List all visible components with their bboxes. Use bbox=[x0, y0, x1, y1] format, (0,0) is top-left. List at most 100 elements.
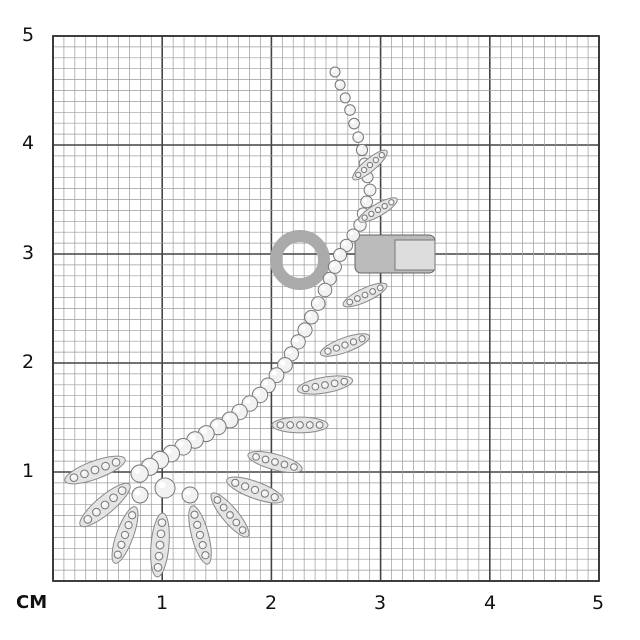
diamond-highlight bbox=[85, 516, 89, 520]
diamond-highlight bbox=[300, 325, 306, 331]
diamond-highlight bbox=[362, 215, 365, 218]
x-tick-2: 2 bbox=[264, 592, 278, 614]
diamond-highlight bbox=[221, 505, 224, 508]
diamond bbox=[276, 421, 285, 429]
diamond-highlight bbox=[389, 200, 392, 203]
diamond bbox=[280, 460, 289, 469]
diamond bbox=[339, 92, 351, 104]
diamond-highlight bbox=[320, 285, 326, 291]
diamond-highlight bbox=[156, 553, 160, 557]
x-tick-1: 1 bbox=[155, 592, 169, 614]
diamond-highlight bbox=[81, 471, 85, 475]
diamond-highlight bbox=[224, 414, 231, 421]
diamond-highlight bbox=[244, 398, 251, 404]
diamond-highlight bbox=[134, 489, 141, 496]
diamond bbox=[329, 66, 341, 78]
diamond bbox=[69, 473, 79, 483]
diamond-highlight bbox=[158, 531, 162, 535]
diamond-highlight bbox=[200, 542, 203, 546]
diamond bbox=[333, 248, 347, 262]
x-tick-4: 4 bbox=[483, 592, 497, 614]
diamond-highlight bbox=[212, 421, 219, 428]
diamond-highlight bbox=[332, 381, 335, 384]
diamond-highlight bbox=[358, 146, 363, 151]
diamond-highlight bbox=[293, 337, 299, 343]
diamond-highlight bbox=[263, 457, 266, 460]
diamond-highlight bbox=[227, 512, 231, 516]
diamond bbox=[341, 341, 349, 349]
diamond bbox=[226, 511, 234, 519]
diamond-highlight bbox=[71, 475, 75, 478]
diamond-highlight bbox=[366, 186, 371, 191]
diamond-highlight bbox=[177, 441, 184, 448]
diamond bbox=[358, 335, 366, 343]
diamond bbox=[155, 540, 165, 550]
diamond-highlight bbox=[278, 422, 281, 426]
diamond-highlight bbox=[336, 81, 341, 86]
diamond bbox=[232, 518, 241, 527]
diamond-highlight bbox=[254, 389, 261, 396]
diamond-highlight bbox=[363, 293, 366, 296]
diamond bbox=[130, 464, 149, 483]
diamond-highlight bbox=[286, 349, 292, 355]
diamond bbox=[100, 500, 110, 510]
diamond bbox=[330, 379, 339, 388]
diamond bbox=[355, 171, 362, 179]
diamond bbox=[369, 288, 376, 295]
clasp-hinge bbox=[394, 239, 436, 271]
diamond bbox=[252, 453, 260, 461]
y-tick-4: 4 bbox=[22, 132, 35, 154]
diamond bbox=[363, 183, 377, 197]
diamond-highlight bbox=[342, 241, 347, 246]
diamond bbox=[92, 507, 101, 517]
diamond bbox=[261, 455, 270, 464]
diamond bbox=[124, 521, 133, 530]
diamond-highlight bbox=[282, 462, 285, 465]
diamond bbox=[109, 493, 118, 503]
diamond bbox=[327, 259, 342, 274]
diamond bbox=[154, 551, 164, 561]
diamond-highlight bbox=[192, 512, 195, 515]
diamond-highlight bbox=[322, 382, 326, 386]
diamond-highlight bbox=[325, 274, 331, 280]
diamond-highlight bbox=[159, 520, 163, 523]
diamond bbox=[376, 284, 384, 292]
diamond-highlight bbox=[242, 484, 246, 487]
diamond bbox=[117, 486, 127, 495]
diamond-highlight bbox=[111, 495, 114, 498]
diamond-highlight bbox=[288, 422, 291, 426]
y-tick-1: 1 bbox=[22, 460, 35, 482]
diamond-highlight bbox=[158, 481, 166, 489]
diamond-highlight bbox=[341, 94, 346, 99]
diamond bbox=[231, 478, 240, 487]
diamond-highlight bbox=[234, 406, 240, 413]
diamond-highlight bbox=[297, 422, 301, 426]
diamond-highlight bbox=[253, 454, 257, 458]
diamond bbox=[372, 156, 380, 164]
diamond-highlight bbox=[272, 494, 275, 498]
diamond-highlight bbox=[349, 231, 354, 236]
diamond bbox=[311, 382, 320, 391]
diamond-highlight bbox=[360, 336, 363, 339]
ear-cuff-illustration bbox=[64, 66, 436, 578]
diamond-highlight bbox=[370, 289, 373, 292]
diamond-highlight bbox=[144, 461, 151, 468]
diamond bbox=[324, 347, 332, 355]
diamond bbox=[260, 489, 269, 498]
diamond-highlight bbox=[252, 487, 256, 491]
diamond bbox=[355, 143, 369, 157]
diamond-highlight bbox=[232, 480, 236, 483]
diamond bbox=[83, 515, 93, 524]
unit-label: CM bbox=[16, 592, 48, 613]
diamond-highlight bbox=[126, 522, 129, 526]
diamond bbox=[346, 298, 354, 306]
diamond bbox=[111, 457, 121, 467]
diamond-highlight bbox=[197, 532, 201, 536]
diamond-highlight bbox=[129, 512, 133, 516]
diamond bbox=[344, 104, 356, 116]
diamond-highlight bbox=[240, 527, 243, 531]
diamond bbox=[348, 117, 360, 130]
diamond bbox=[317, 282, 333, 298]
diamond-highlight bbox=[184, 489, 191, 496]
diamond bbox=[201, 551, 210, 560]
